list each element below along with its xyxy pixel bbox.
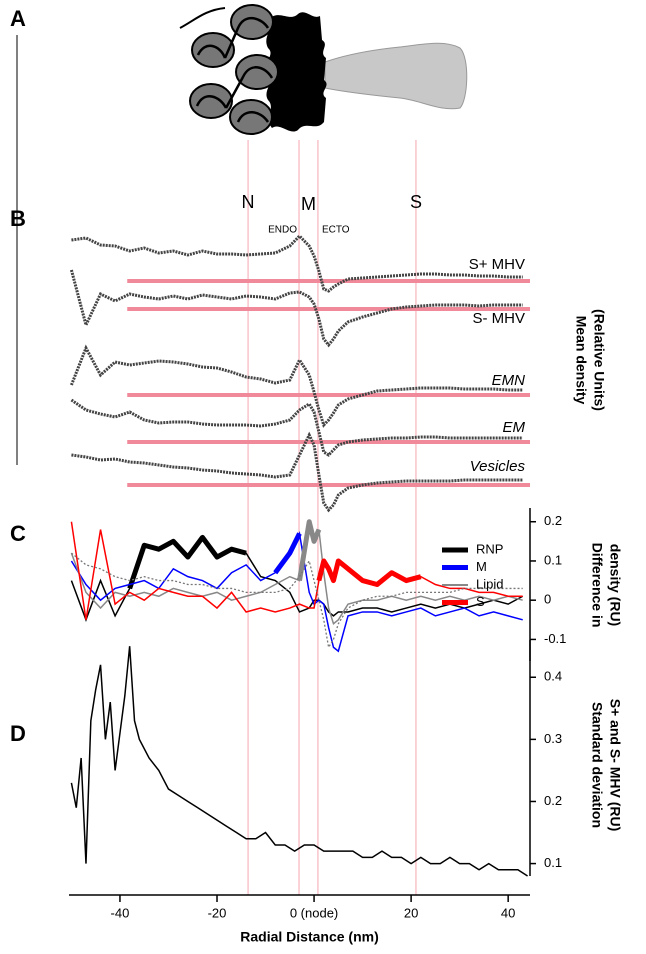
highlight-segment [316,558,422,587]
trace-name: EMN [492,372,526,389]
y-tick-label: 0.4 [544,669,562,684]
density-trace [70,344,523,428]
y-axis-label: Difference in [589,543,605,628]
x-tick-label: -40 [111,905,130,920]
x-tick-label: 40 [501,905,515,920]
y-tick-label: 0.1 [544,552,562,567]
n-protein [230,4,274,40]
reference-label: S [410,192,422,212]
y-tick-label: 0.1 [544,855,562,870]
trace-name: S+ MHV [469,256,525,273]
density-trace [69,269,523,348]
x-tick-label: 0 (node) [290,905,338,920]
legend-label: M [476,559,487,574]
density-trace [70,398,523,457]
reference-label: ECTO [322,225,350,236]
panel-label: D [10,721,26,746]
series-line [70,521,523,620]
density-trace [71,431,523,513]
virion-schematic [179,4,468,135]
spike [324,42,468,110]
y-tick-label: 0.2 [544,793,562,808]
trace-name: Vesicles [470,458,526,475]
panel-label: C [10,521,26,546]
legend-label: S [476,594,485,609]
n-protein [235,54,279,90]
membrane [266,12,327,132]
x-tick-label: -20 [208,905,227,920]
legend-label: Lipid [476,576,503,591]
y-axis-label: Standard deviation [589,702,605,828]
reference-label: ENDO [268,225,297,236]
y-tick-label: 0.3 [544,731,562,746]
highlight-segment [273,532,302,575]
y-axis-label: (Relative Units) [591,309,607,411]
density-trace [71,233,523,293]
y-axis-label: density (RU) [607,544,623,626]
y-tick-label: 0 [544,592,551,607]
highlight-segment [127,534,247,590]
y-axis-label: Mean density [573,316,589,405]
rnp-strand [195,17,274,123]
trace-name: EM [503,419,526,436]
legend-label: RNP [476,541,503,556]
x-tick-label: 20 [404,905,418,920]
panel-label: B [10,206,26,231]
reference-label: N [242,192,255,212]
n-protein [229,99,273,135]
y-tick-label: -0.1 [544,631,566,646]
series-line [70,646,528,877]
panel-label: A [10,6,26,31]
x-axis-label: Radial Distance (nm) [240,929,378,945]
series-line [71,552,523,650]
n-protein [191,32,235,68]
y-tick-label: 0.2 [544,513,562,528]
n-protein [189,83,233,119]
membrane-label: M [301,194,316,214]
highlight-segment [297,519,322,581]
trace-name: S- MHV [473,310,526,327]
rnp-strand [179,7,226,29]
y-axis-label: S+ and S- MHV (RU) [607,699,623,832]
